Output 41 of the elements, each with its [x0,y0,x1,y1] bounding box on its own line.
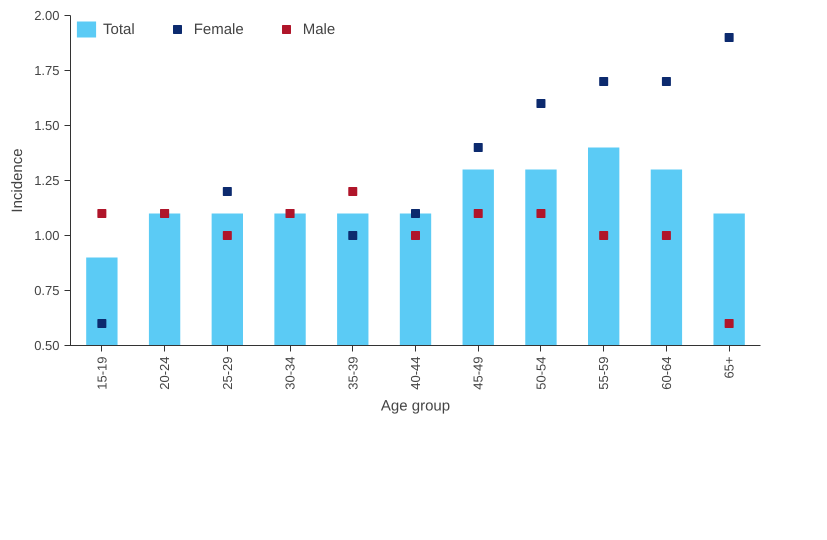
y-tick-label: 0.75 [34,283,60,298]
x-tick-label: 65+ [722,356,737,379]
x-tick-label: 30-34 [282,356,298,390]
y-tick-label: 1.00 [34,228,60,243]
x-tick-label: 15-19 [94,356,110,390]
point [97,209,106,218]
point [724,319,734,328]
point [662,77,671,86]
legend-label: Total [103,20,135,38]
x-axis-title: Age group [380,398,450,415]
point [222,231,232,240]
point [348,231,358,240]
y-axis-title: Incidence [9,148,26,213]
point [222,187,232,196]
x-tick-label: 40-44 [408,356,423,390]
x-tick-label: 45-49 [470,356,486,390]
x-tick-label: 60-64 [658,356,674,390]
point [474,143,483,152]
x-tick-label: 50-54 [533,356,548,390]
x-tick-label: 25-29 [220,356,235,390]
point [536,99,546,108]
point [411,231,420,240]
legend-label: Female [194,20,244,38]
y-tick-label: 2.00 [34,8,60,23]
point [599,231,608,240]
point [474,209,483,218]
point [599,77,608,86]
y-tick-label: 1.50 [34,118,60,133]
y-tick-label: 1.75 [34,63,60,78]
y-tick-label: 1.25 [34,173,60,188]
point [724,33,734,42]
legend-label: Male [302,20,336,38]
point [348,187,358,196]
point [411,209,420,218]
x-tick-label: 20-24 [157,356,172,390]
x-tick-label: 35-39 [345,356,360,390]
point [536,209,546,218]
y-tick-label: 0.50 [34,338,60,353]
point [97,319,106,328]
point [662,231,671,240]
x-tick-label: 55-59 [596,356,612,390]
